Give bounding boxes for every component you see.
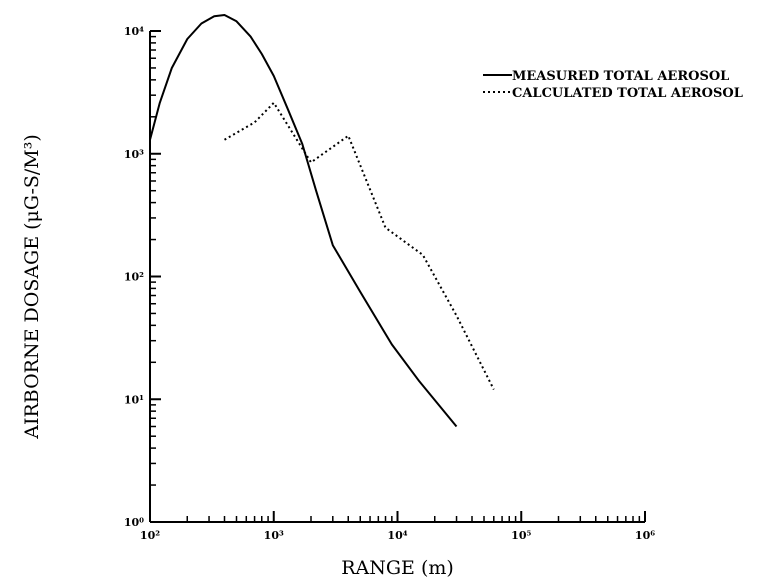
x-tick-label: 10⁵ — [511, 529, 531, 542]
y-axis-title: AIRBORNE DOSAGE (μG-S/M³) — [21, 134, 43, 440]
legend-label: MEASURED TOTAL AEROSOL — [512, 69, 729, 84]
x-tick-label: 10⁴ — [387, 529, 407, 542]
legend: MEASURED TOTAL AEROSOL CALCULATED TOTAL A… — [483, 69, 743, 101]
axes — [149, 31, 645, 523]
x-axis-ticks: 10² 10³ 10⁴ 10⁵ 10⁶ — [140, 511, 655, 542]
series-layer — [149, 14, 495, 428]
y-tick-label: 10² — [124, 271, 144, 284]
x-tick-label: 10² — [140, 529, 160, 542]
y-tick-label: 10³ — [124, 148, 144, 161]
y-axis-ticks: 10⁰ 10¹ 10² 10³ 10⁴ — [124, 25, 161, 529]
x-axis-title: RANGE (m) — [341, 557, 454, 579]
calculated-series-line — [223, 101, 495, 390]
measured-series-line — [149, 14, 458, 428]
legend-label: CALCULATED TOTAL AEROSOL — [512, 86, 743, 101]
y-tick-label: 10⁴ — [124, 25, 144, 38]
x-tick-label: 10³ — [264, 529, 284, 542]
y-tick-label: 10¹ — [124, 393, 144, 406]
y-tick-label: 10⁰ — [124, 516, 144, 529]
x-tick-label: 10⁶ — [635, 529, 655, 542]
